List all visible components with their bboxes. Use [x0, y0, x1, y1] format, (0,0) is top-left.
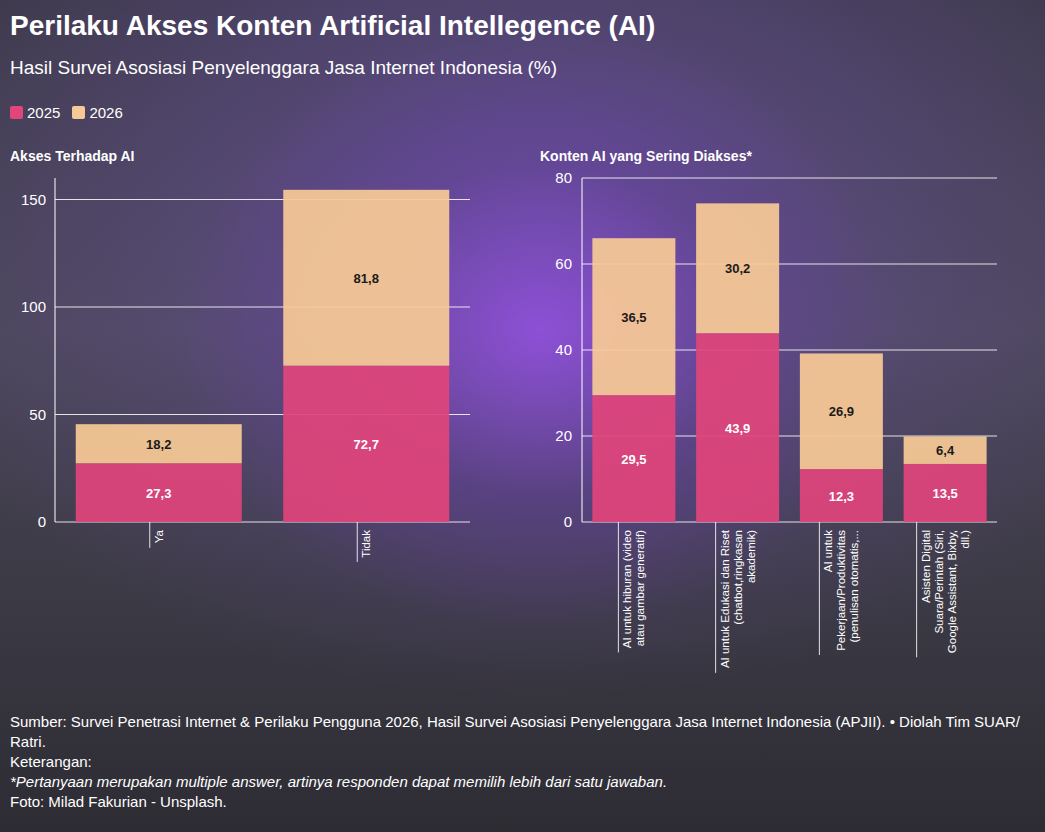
legend-label: 2025: [27, 104, 60, 121]
panel: Konten AI yang Sering Diakses* 0 20 40 60 80 2…: [540, 148, 997, 673]
note: *Pertanyaan merupakan multiple answer, a…: [10, 772, 1030, 792]
category-label: Asisten DigitalSuara/Perintah (Siri,Goog…: [920, 530, 971, 653]
category-label: AI untuk hiburan (videoatau gambar gener…: [621, 530, 646, 648]
category-tick: [916, 522, 917, 657]
category-line: (penulisan otomatis,...: [848, 530, 860, 643]
source: Sumber: Survei Penetrasi Internet & Peri…: [10, 712, 1030, 752]
category-tick: [357, 522, 358, 562]
note-heading: Keterangan:: [10, 752, 1030, 772]
category-label: Tidak: [360, 530, 372, 558]
chart-svg: Akses Terhadap AI 0 50 100 150 27,3 18,2 72,7 81…: [0, 0, 1045, 832]
data-label: 26,9: [829, 404, 854, 419]
category-line: AI untuk: [822, 530, 834, 572]
legend: 2025 2026: [10, 104, 129, 121]
subtitle: Hasil Survei Asosiasi Penyelenggara Jasa…: [10, 57, 557, 79]
data-label: 43,9: [725, 421, 750, 436]
y-axis: [582, 178, 583, 522]
category-line: Pekerjaan/Produktivitas: [835, 530, 847, 651]
category-line: AI untuk Edukasi dan Riset: [719, 529, 731, 668]
tick-label: 50: [29, 406, 46, 423]
data-labels: 29,5 36,5 43,9 30,2 12,3 26,9 13,5 6,4: [621, 261, 958, 503]
grid-line: [582, 178, 997, 179]
bar: [283, 190, 449, 366]
category-label: AI untuk Edukasi dan Riset(chatbot,ringk…: [719, 529, 757, 668]
bars: [592, 203, 986, 522]
category-line: dll.): [959, 530, 971, 549]
panel: Akses Terhadap AI 0 50 100 150 27,3 18,2 72,7 81…: [10, 148, 470, 562]
data-label: 18,2: [146, 437, 171, 452]
bar: [76, 424, 242, 463]
bar: [592, 238, 675, 395]
category-tick: [819, 522, 820, 655]
data-label: 13,5: [932, 486, 957, 501]
footer: Sumber: Survei Penetrasi Internet & Peri…: [10, 712, 1030, 812]
category-labels: Ya Tidak: [150, 522, 373, 562]
legend-item: 2025: [10, 104, 60, 121]
data-label: 72,7: [354, 437, 379, 452]
data-label: 12,3: [829, 489, 854, 504]
tick-label: 40: [555, 341, 572, 358]
data-labels: 27,3 18,2 72,7 81,8: [146, 271, 379, 501]
category-label: Ya: [153, 529, 165, 543]
category-line: (chatbot,ringkasan: [732, 530, 744, 625]
bar: [800, 353, 883, 469]
category-line: atau gambar generatif): [634, 530, 646, 647]
tick-label: 20: [555, 427, 572, 444]
category-tick: [618, 522, 619, 652]
y-axis: [55, 178, 56, 522]
category-tick: [715, 522, 716, 673]
bar: [283, 366, 449, 522]
tick-label: 0: [564, 513, 572, 530]
category-line: AI untuk hiburan (video: [621, 530, 633, 648]
legend-swatch: [10, 106, 23, 119]
tick-label: 150: [21, 191, 46, 208]
category-line: Google Assistant, Bixby,: [946, 530, 958, 653]
category-labels: AI untuk hiburan (videoatau gambar gener…: [618, 522, 970, 673]
bar: [800, 469, 883, 522]
tick-label: 60: [555, 255, 572, 272]
data-label: 30,2: [725, 261, 750, 276]
category-line: akademik): [745, 530, 757, 583]
data-label: 6,4: [936, 443, 955, 458]
photo-credit: Foto: Milad Fakurian - Unsplash.: [10, 792, 1030, 812]
bar: [76, 463, 242, 522]
bar: [592, 395, 675, 522]
title: Perilaku Akses Konten Artificial Intelle…: [10, 10, 655, 42]
data-label: 29,5: [621, 452, 646, 467]
tick-label: 100: [21, 298, 46, 315]
bars: [76, 190, 450, 522]
category-line: Tidak: [360, 530, 372, 558]
data-label: 36,5: [621, 310, 646, 325]
tick-label: 80: [555, 169, 572, 186]
data-label: 27,3: [146, 486, 171, 501]
legend-swatch: [72, 106, 85, 119]
bar: [904, 436, 987, 464]
category-label: AI untukPekerjaan/Produktivitas(penulisa…: [822, 530, 860, 651]
category-line: Suara/Perintah (Siri,: [933, 530, 945, 634]
category-tick: [149, 522, 150, 548]
category-line: Ya: [153, 529, 165, 543]
panel-title: Akses Terhadap AI: [10, 148, 135, 164]
data-label: 81,8: [354, 271, 379, 286]
category-line: Asisten Digital: [920, 530, 932, 603]
bar: [696, 203, 779, 333]
legend-item: 2026: [72, 104, 122, 121]
tick-label: 0: [38, 513, 46, 530]
bar: [696, 333, 779, 522]
legend-label: 2026: [89, 104, 122, 121]
bar: [904, 464, 987, 522]
panel-title: Konten AI yang Sering Diakses*: [540, 148, 752, 164]
